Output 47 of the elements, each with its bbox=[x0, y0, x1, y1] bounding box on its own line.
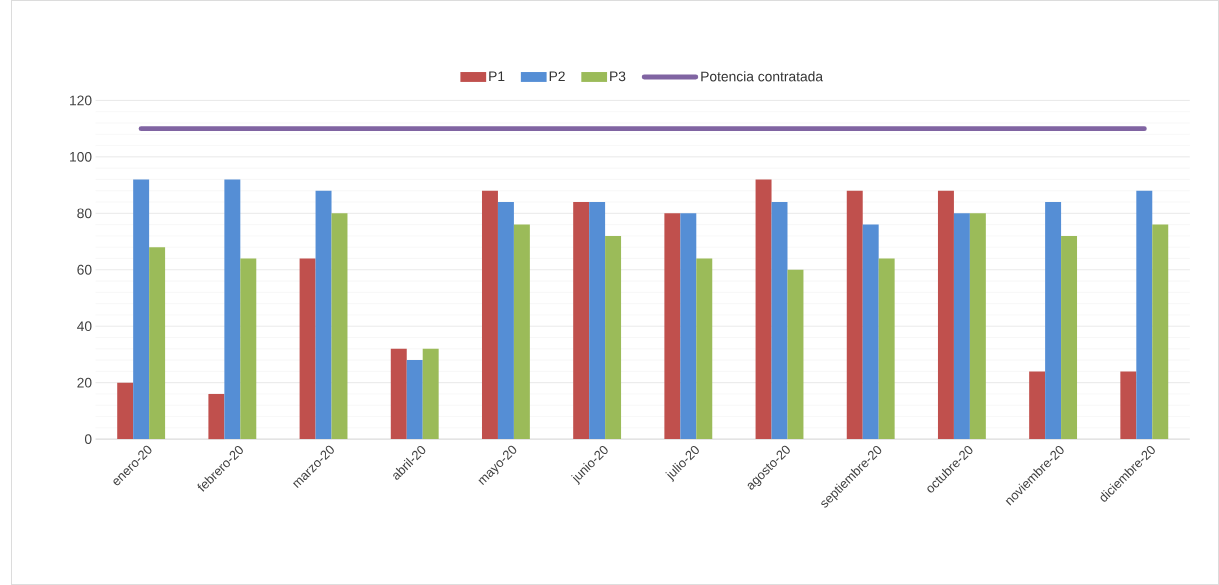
y-tick-label: 80 bbox=[77, 208, 92, 219]
y-tick-label: 120 bbox=[70, 95, 92, 106]
bar bbox=[846, 190, 863, 440]
bar bbox=[1152, 224, 1169, 440]
bar bbox=[953, 213, 970, 440]
bar bbox=[299, 258, 316, 440]
bar bbox=[589, 201, 606, 440]
bar bbox=[878, 258, 895, 440]
bar bbox=[605, 235, 622, 440]
bar bbox=[1045, 201, 1062, 440]
legend-label: P1 bbox=[489, 71, 505, 81]
bar bbox=[696, 258, 713, 440]
y-tick-label: 0 bbox=[84, 434, 92, 444]
bar bbox=[224, 179, 241, 440]
bar bbox=[133, 179, 150, 440]
bar bbox=[664, 213, 681, 440]
y-tick-label: 40 bbox=[77, 321, 92, 332]
legend-label: P3 bbox=[610, 71, 626, 82]
bar bbox=[680, 213, 697, 440]
bar bbox=[1029, 371, 1046, 440]
legend-label: P2 bbox=[549, 71, 565, 82]
y-tick-label: 100 bbox=[70, 151, 92, 162]
bar bbox=[149, 247, 166, 440]
bar bbox=[573, 201, 590, 440]
bar bbox=[1061, 235, 1078, 440]
bar bbox=[787, 269, 804, 440]
bar bbox=[755, 179, 772, 440]
bar bbox=[208, 393, 225, 440]
bar bbox=[771, 201, 788, 440]
bar bbox=[240, 258, 257, 440]
bar bbox=[513, 224, 530, 440]
bar bbox=[331, 213, 348, 440]
legend-label: Potencia contratada bbox=[701, 71, 824, 82]
bar bbox=[406, 360, 423, 440]
bar bbox=[862, 224, 879, 440]
bar bbox=[422, 348, 439, 440]
bar bbox=[315, 190, 332, 440]
bar bbox=[117, 382, 134, 440]
bar bbox=[497, 201, 514, 440]
bar bbox=[1136, 190, 1153, 440]
bar bbox=[937, 190, 954, 440]
y-tick-label: 60 bbox=[77, 264, 92, 275]
bar bbox=[390, 348, 407, 440]
y-tick-label: 20 bbox=[77, 377, 92, 388]
bar bbox=[1120, 371, 1137, 440]
bar bbox=[969, 213, 986, 440]
bar bbox=[481, 190, 498, 440]
